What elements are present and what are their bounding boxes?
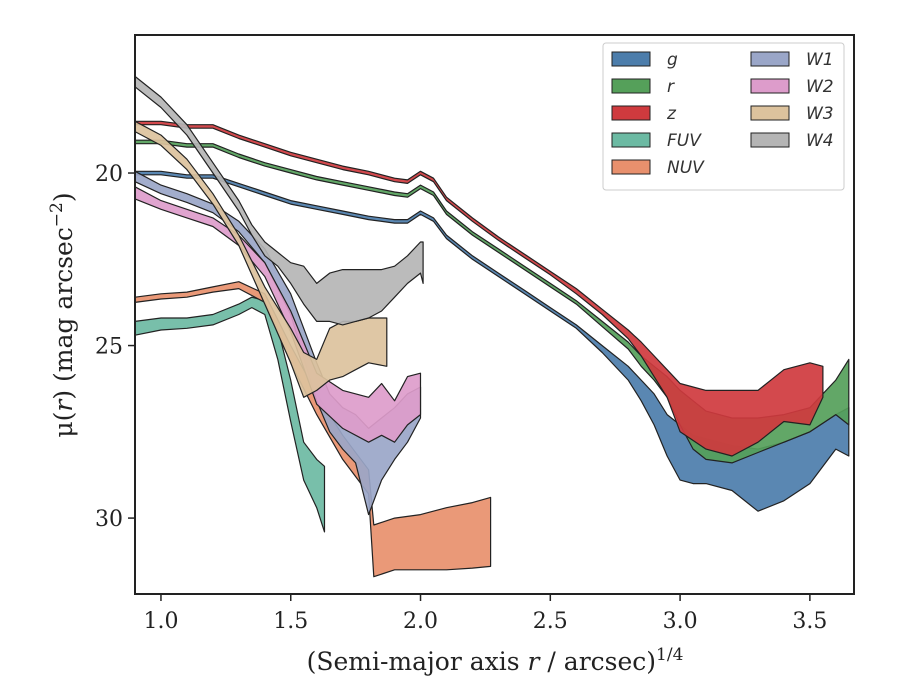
y-axis-title: μ(r) (mag arcsec−2)	[47, 192, 78, 437]
series-band-w3	[134, 120, 388, 398]
legend-swatch	[611, 51, 651, 67]
legend-item-w2: W2	[750, 77, 834, 97]
legend-swatch	[611, 132, 651, 148]
legend-label: z	[666, 104, 677, 124]
x-tick-label: 3.0	[663, 609, 698, 634]
legend-label: W4	[806, 131, 834, 151]
series-band-g	[134, 170, 850, 512]
series-band-fuv	[134, 296, 326, 533]
legend-swatch	[750, 78, 790, 94]
legend-label: r	[667, 77, 675, 97]
y-tick-label: 25	[95, 335, 123, 360]
legend-swatch	[611, 159, 651, 175]
series-band-z	[134, 120, 824, 457]
y-axis: 20 25 30	[95, 162, 135, 532]
series-bands	[134, 75, 850, 578]
y-tick-label: 20	[95, 162, 123, 187]
x-axis-title: (Semi-major axis r / arcsec)1/4	[307, 645, 684, 676]
legend-item-r: r	[611, 77, 675, 97]
legend-label: g	[667, 50, 678, 70]
legend-label: W3	[806, 104, 834, 124]
legend-item-w3: W3	[750, 104, 834, 124]
legend-swatch	[750, 105, 790, 121]
legend-item-g: g	[611, 50, 678, 70]
legend-swatch	[611, 105, 651, 121]
legend-item-nuv: NUV	[611, 158, 705, 178]
y-tick-label: 30	[95, 507, 123, 532]
legend-item-z: z	[611, 104, 677, 124]
x-tick-label: 2.0	[403, 609, 438, 634]
legend-swatch	[750, 132, 790, 148]
legend-swatch	[750, 51, 790, 67]
legend-item-fuv: FUV	[611, 131, 702, 151]
legend-item-w1: W1	[750, 50, 834, 70]
series-band-w4	[134, 75, 424, 326]
legend-label: W1	[806, 50, 834, 70]
plot-frame	[134, 34, 855, 595]
legend-label: FUV	[667, 131, 702, 151]
x-axis: 1.0 1.5 2.0 2.5 3.0 3.5	[143, 594, 827, 634]
legend-label: W2	[806, 77, 834, 97]
x-tick-label: 2.5	[533, 609, 568, 634]
x-tick-label: 1.5	[273, 609, 308, 634]
legend-item-w4: W4	[750, 131, 834, 151]
legend-label: NUV	[667, 158, 705, 178]
series-band-w2	[134, 186, 422, 443]
legend: grz FUV NUV W1 W2 W3 W4	[602, 42, 845, 191]
x-tick-label: 3.5	[792, 609, 827, 634]
x-tick-label: 1.0	[143, 609, 178, 634]
legend-swatch	[611, 78, 651, 94]
